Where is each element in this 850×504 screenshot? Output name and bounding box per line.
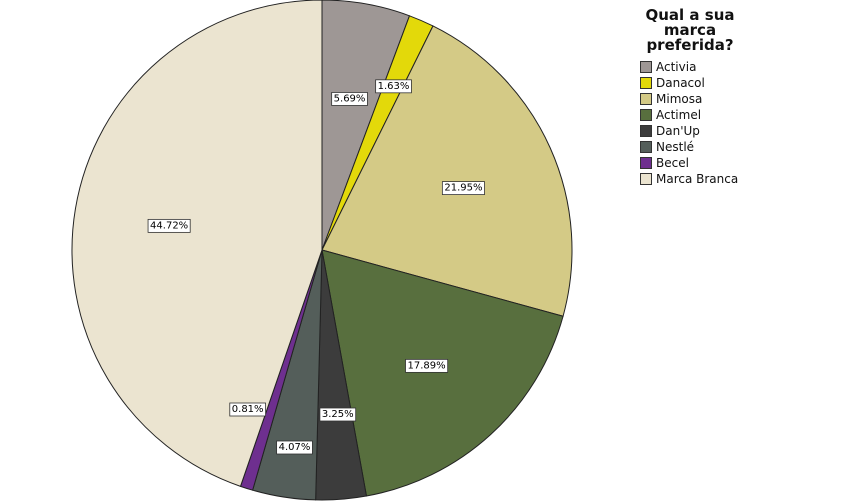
data-label-nestl-: 4.07%	[276, 440, 313, 455]
data-label-text: 44.72%	[150, 220, 188, 231]
legend-item-marca-branca: Marca Branca	[640, 171, 810, 187]
data-label-box	[441, 181, 485, 195]
legend-title-line-2: marca	[663, 21, 717, 39]
legend-item-nestl-: Nestlé	[640, 139, 810, 155]
legend-swatch	[640, 93, 652, 105]
data-label-box	[147, 218, 191, 233]
legend-label: Nestlé	[656, 140, 695, 154]
legend-list: Activia Danacol Mimosa Actimel Dan'Up Nestlé B…	[640, 59, 810, 187]
data-label-box	[405, 358, 449, 373]
data-label-text: 3.25%	[322, 409, 354, 420]
legend-swatch	[640, 173, 652, 185]
data-label-box	[375, 79, 412, 94]
legend-swatch	[640, 157, 652, 169]
data-label-mimosa: 21.95%	[441, 181, 485, 195]
data-label-text: 1.63%	[378, 81, 410, 92]
data-label-text: 21.95%	[444, 183, 482, 194]
legend-title: Qual a sua marca preferida?	[640, 8, 740, 53]
data-label-activia: 5.69%	[331, 92, 368, 106]
legend-item-becel: Becel	[640, 155, 810, 171]
data-label-text: 17.89%	[408, 360, 446, 371]
data-label-box	[331, 92, 368, 106]
legend-title-line-3: preferida?	[646, 36, 734, 54]
pie-slice-marca-branca	[71, 0, 323, 487]
legend-label: Mimosa	[656, 92, 703, 106]
data-label-box	[319, 407, 357, 422]
data-label-text: 0.81%	[232, 404, 264, 415]
legend-swatch	[640, 77, 652, 89]
data-label-actimel: 17.89%	[405, 358, 449, 373]
legend-label: Dan'Up	[656, 124, 700, 138]
legend-label: Danacol	[656, 76, 705, 90]
legend-label: Activia	[656, 60, 697, 74]
legend: Qual a sua marca preferida? Activia Danac…	[640, 8, 810, 187]
legend-label: Marca Branca	[656, 172, 739, 186]
legend-item-danacol: Danacol	[640, 75, 810, 91]
legend-swatch	[640, 125, 652, 137]
data-label-text: 5.69%	[334, 93, 366, 104]
legend-item-actimel: Actimel	[640, 107, 810, 123]
data-label-text: 4.07%	[279, 442, 311, 453]
legend-title-line-1: Qual a sua	[645, 6, 735, 24]
legend-swatch	[640, 109, 652, 121]
pie-slice-mimosa	[321, 25, 573, 317]
data-label-marca-branca: 44.72%	[147, 218, 191, 233]
legend-swatch	[640, 61, 652, 73]
data-label-becel: 0.81%	[229, 402, 266, 417]
pie-slice-actimel	[321, 249, 564, 497]
legend-label: Becel	[656, 156, 689, 170]
data-label-box	[276, 440, 313, 455]
data-label-danacol: 1.63%	[375, 79, 412, 94]
legend-item-activia: Activia	[640, 59, 810, 75]
legend-item-mimosa: Mimosa	[640, 91, 810, 107]
data-label-dan-up: 3.25%	[319, 407, 357, 422]
legend-item-dan-up: Dan'Up	[640, 123, 810, 139]
data-label-box	[229, 402, 266, 417]
legend-label: Actimel	[656, 108, 702, 122]
legend-swatch	[640, 141, 652, 153]
